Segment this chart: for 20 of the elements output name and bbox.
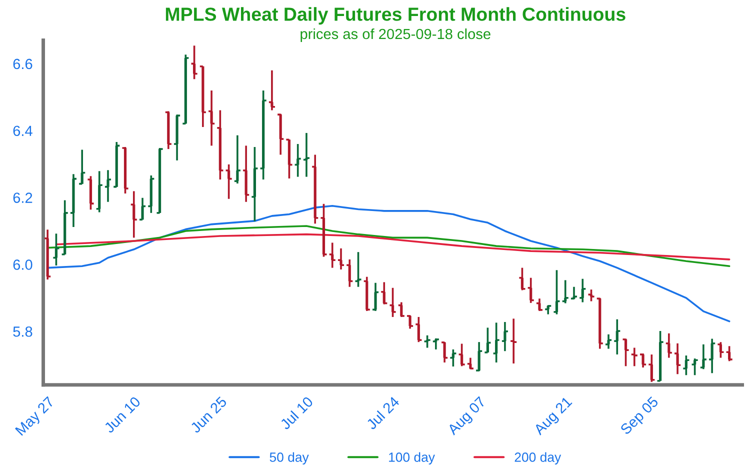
x-tick-label: Aug 07 (446, 396, 488, 438)
x-tick-label: Sep 05 (620, 396, 661, 438)
y-tick-label: 6.6 (13, 58, 32, 70)
x-tick-label: Aug 21 (532, 396, 574, 438)
line-series (46, 204, 730, 322)
y-tick-label: 6.0 (13, 260, 32, 270)
chart-title: MPLS Wheat Daily Futures Front Month Continuous (166, 7, 626, 25)
legend-label: 200 day (514, 452, 562, 464)
y-tick-label: 6.2 (13, 192, 32, 203)
x-tick-label: Jul 10 (279, 396, 314, 430)
y-tick-label: 6.4 (13, 126, 32, 136)
line-series (55, 233, 730, 260)
legend-label: 100 day (389, 452, 435, 464)
chart-subtitle: prices as of 2025-09-18 close (300, 28, 490, 42)
x-tick-label: Jun 25 (190, 396, 228, 434)
legend-label: 50 day (270, 452, 309, 464)
y-tick-label: 5.8 (13, 326, 32, 337)
x-tick-label: May 27 (14, 396, 57, 438)
x-tick-label: Jul 24 (365, 396, 400, 430)
x-tick-label: Jun 10 (103, 396, 142, 434)
